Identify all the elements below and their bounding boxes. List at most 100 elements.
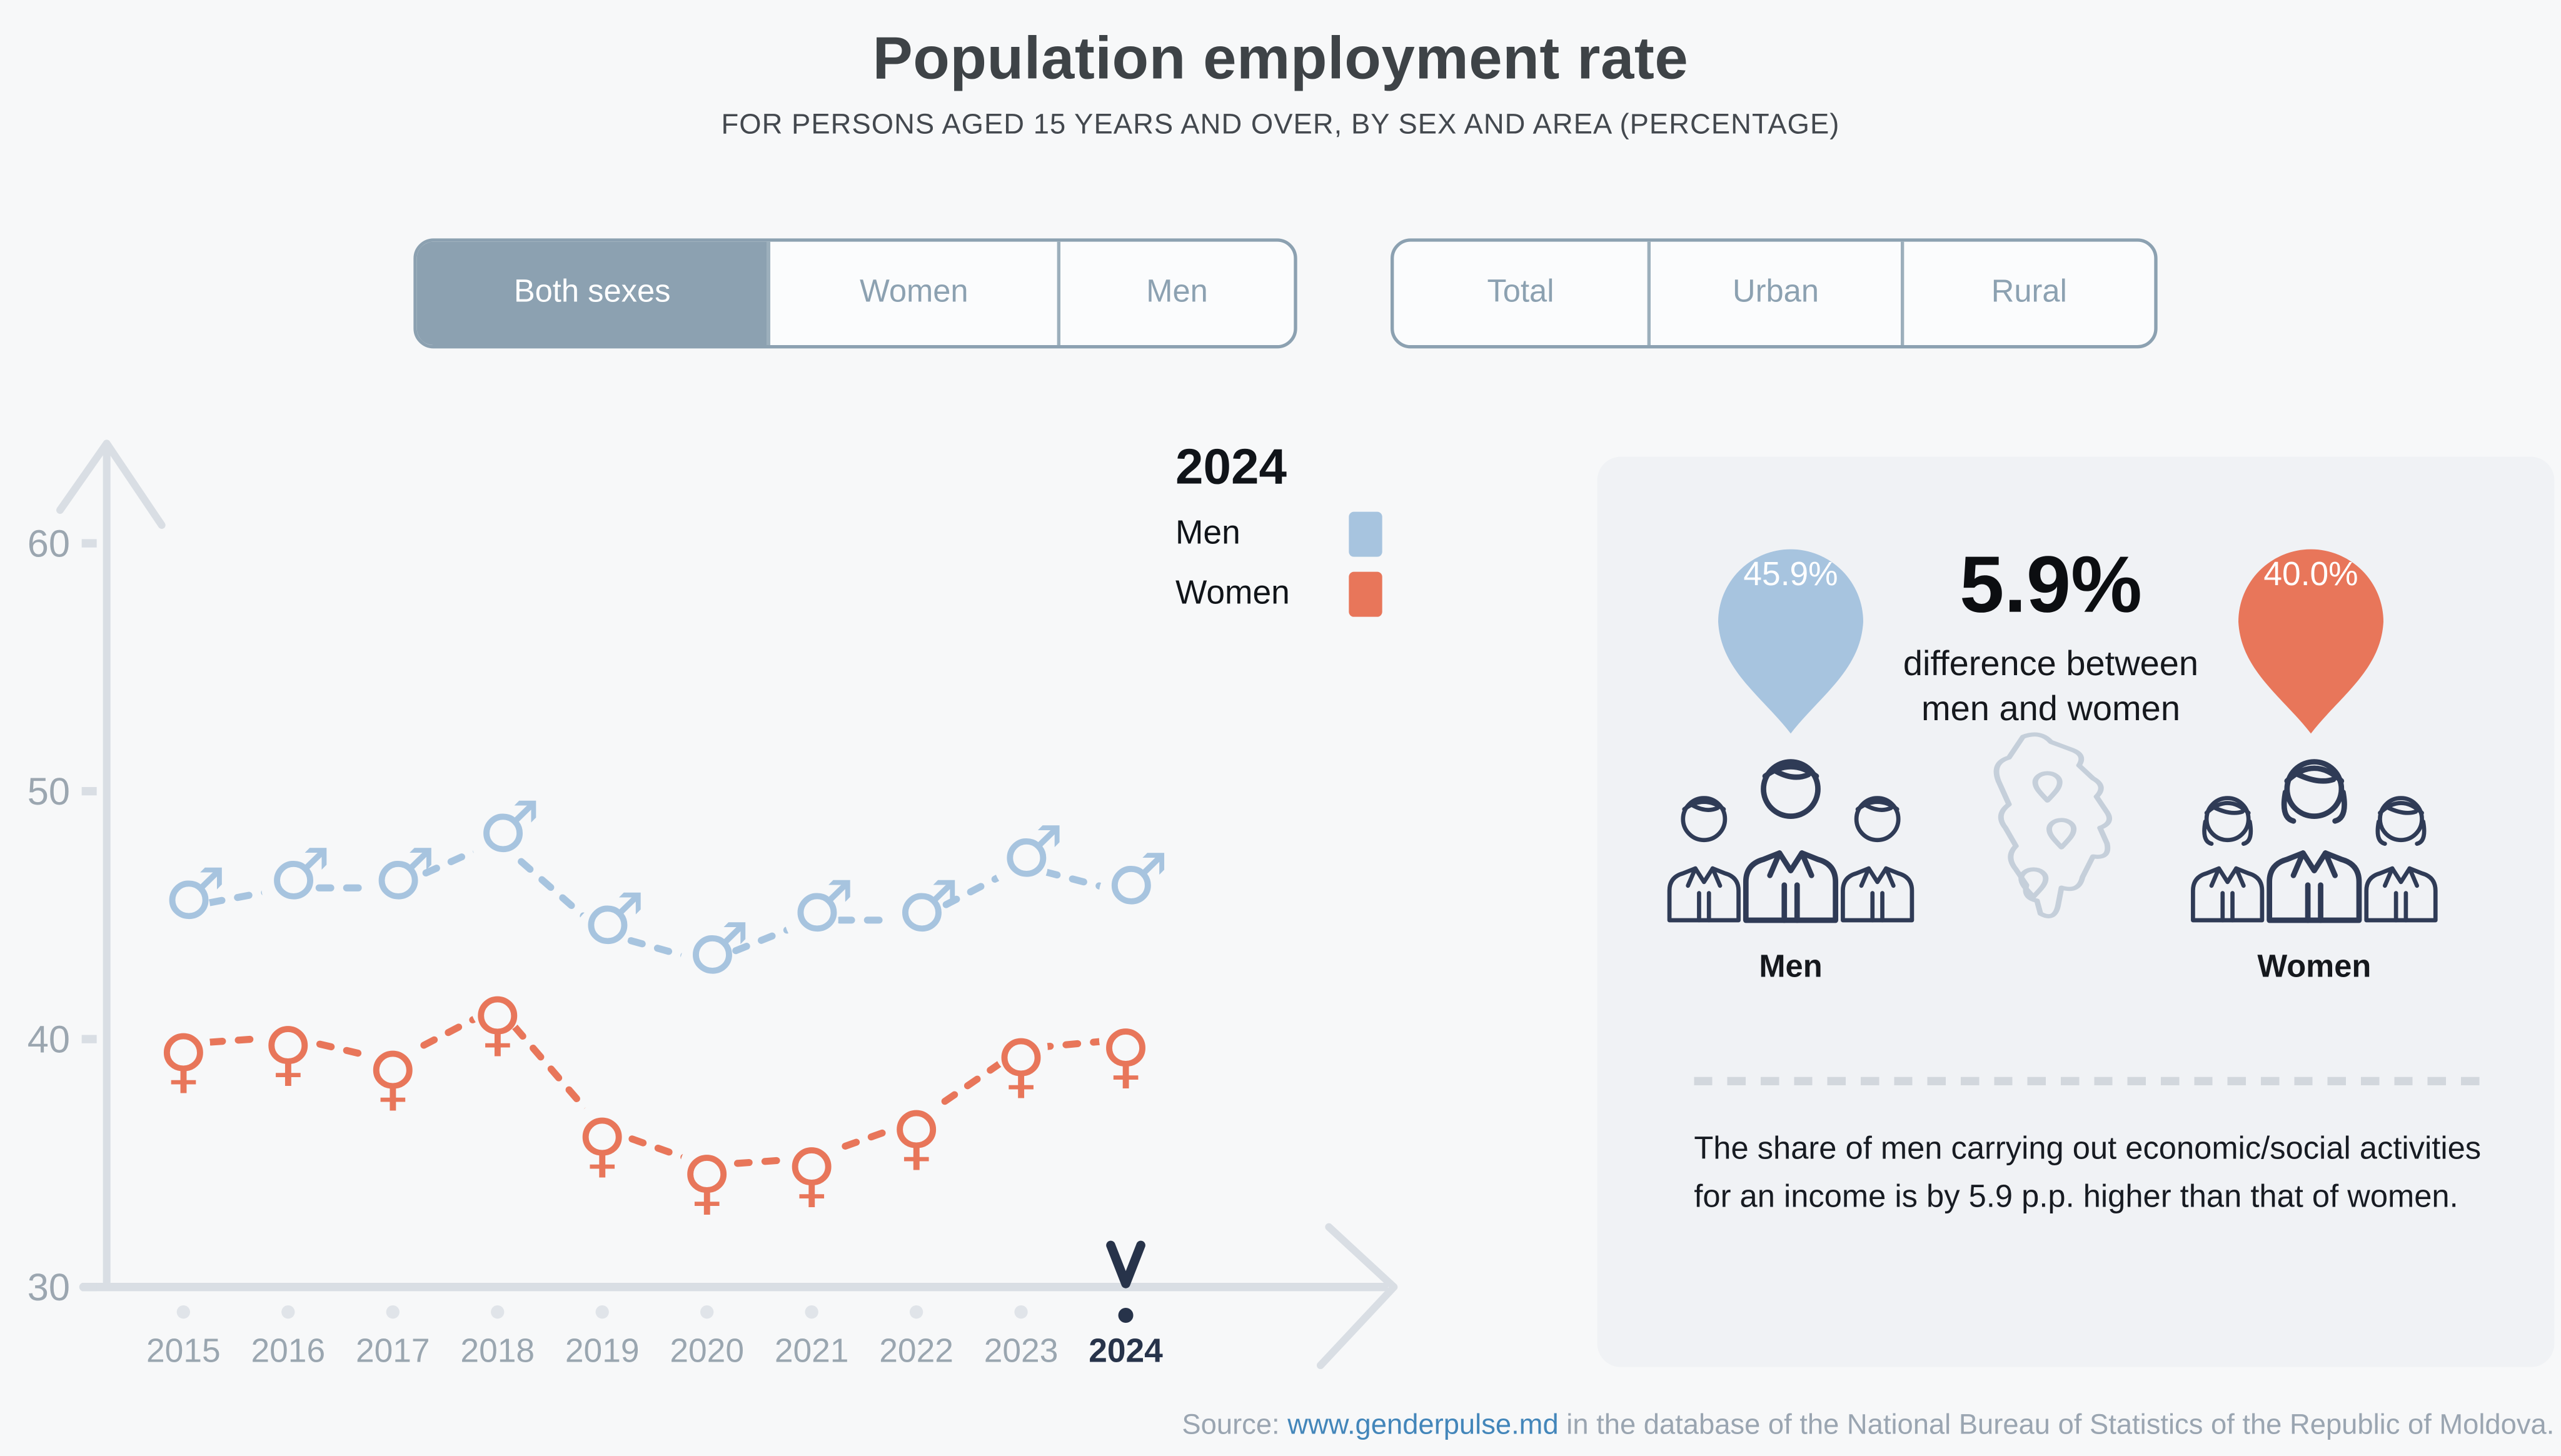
- x-tick-label-2019: 2019: [565, 1333, 640, 1370]
- map-pin-icon: [2032, 771, 2063, 803]
- area-toggle: Total Urban Rural: [1391, 238, 2158, 349]
- marker-female-2020: ♀: [682, 1142, 733, 1223]
- women-pin-value: 40.0%: [2263, 556, 2358, 594]
- source-link[interactable]: www.genderpulse.md: [1287, 1408, 1559, 1441]
- legend-swatch-men-icon: [1349, 511, 1382, 557]
- marker-halo: [889, 1094, 943, 1148]
- panel-description: The share of men carrying out economic/s…: [1694, 1132, 2482, 1215]
- marker-female-2021: ♀: [786, 1134, 837, 1215]
- year-dot-2020: [700, 1305, 714, 1319]
- marker-male-2019: ♂: [583, 878, 645, 960]
- sex-toggle-men[interactable]: Men: [1057, 241, 1294, 346]
- marker-male-2024: ♂: [1106, 839, 1169, 920]
- marker-halo: [366, 861, 420, 915]
- marker-halo: [889, 893, 943, 947]
- marker-halo: [366, 1035, 420, 1088]
- year-dot-2015: [176, 1305, 191, 1319]
- x-tick-label-2022: 2022: [879, 1333, 953, 1370]
- marker-female-2015: ♀: [158, 1020, 209, 1102]
- marker-female-2022: ♀: [891, 1097, 942, 1178]
- man-icon: [1743, 759, 1839, 923]
- marker-female-2016: ♀: [263, 1013, 314, 1094]
- women-group-label: Women: [2257, 950, 2372, 986]
- chart-legend: 2024 Men Women: [1175, 440, 1382, 617]
- difference-caption-line1: difference between: [1903, 645, 2199, 684]
- moldova-map-icon: [1993, 732, 2113, 918]
- marker-male-2018: ♂: [478, 787, 540, 868]
- year-dot-2018: [491, 1305, 505, 1319]
- map-pin-icon: [2018, 867, 2049, 899]
- marker-female-2023: ♀: [995, 1025, 1047, 1107]
- woman-icon: [2267, 759, 2362, 923]
- year-dot-2022: [909, 1305, 923, 1319]
- source-line: Source: www.genderpulse.md in the databa…: [1182, 1408, 2554, 1442]
- legend-label-women: Women: [1175, 575, 1290, 612]
- x-tick-label-2017: 2017: [356, 1333, 430, 1370]
- series-line-Women: [179, 1002, 1130, 1170]
- marker-halo: [785, 1131, 838, 1185]
- source-suffix: in the database of the National Bureau o…: [1558, 1408, 2555, 1441]
- legend-row-women: Women: [1175, 571, 1382, 617]
- header: Population employment rate FOR PERSONS A…: [0, 23, 2561, 141]
- year-dot-2017: [386, 1305, 400, 1319]
- marker-halo: [261, 1010, 315, 1063]
- woman-icon: [2364, 796, 2438, 923]
- sex-toggle-women[interactable]: Women: [767, 241, 1057, 346]
- x-tick-label-2021: 2021: [775, 1333, 849, 1370]
- legend-row-men: Men: [1175, 511, 1382, 557]
- marker-halo: [156, 1017, 211, 1071]
- marker-male-2023: ♂: [1002, 811, 1064, 893]
- summary-panel: 45.9% 40.0% 5.9% difference between men …: [1597, 456, 2555, 1367]
- map-pin-icon: [2046, 818, 2077, 850]
- marker-halo: [575, 905, 629, 960]
- marker-male-2017: ♂: [373, 834, 436, 915]
- y-tick-label: 40: [28, 1017, 70, 1060]
- marker-halo: [994, 838, 1048, 893]
- marker-halo: [471, 980, 525, 1034]
- marker-halo: [575, 1102, 629, 1155]
- page-subtitle: FOR PERSONS AGED 15 YEARS AND OVER, BY S…: [721, 108, 1840, 141]
- source-prefix: Source:: [1182, 1408, 1288, 1441]
- x-tick-label-2023: 2023: [984, 1333, 1059, 1370]
- marker-halo: [680, 1138, 734, 1193]
- marker-male-2022: ♂: [897, 866, 959, 947]
- marker-halo: [471, 814, 525, 868]
- sex-toggle-both-sexes[interactable]: Both sexes: [416, 241, 768, 346]
- legend-year: 2024: [1175, 440, 1287, 496]
- y-tick-label: 60: [28, 521, 70, 565]
- page-title: Population employment rate: [872, 23, 1689, 92]
- marker-male-2015: ♂: [164, 854, 226, 935]
- man-icon: [1841, 796, 1914, 923]
- marker-halo: [680, 935, 734, 989]
- women-pin-icon: [2238, 549, 2384, 734]
- marker-female-2018: ♀: [472, 983, 523, 1064]
- y-tick-label: 50: [28, 770, 70, 813]
- x-tick-label-2020: 2020: [670, 1333, 744, 1370]
- x-tick-label-2015: 2015: [146, 1333, 221, 1370]
- x-tick-label-2024: 2024: [1089, 1333, 1163, 1370]
- year-dot-2021: [805, 1305, 818, 1319]
- men-group-label: Men: [1759, 950, 1823, 986]
- y-tick-mark: [81, 539, 97, 548]
- marker-halo: [261, 861, 315, 915]
- year-cursor[interactable]: [1106, 1240, 1145, 1288]
- panel-icons: [1667, 732, 2438, 923]
- marker-halo: [994, 1022, 1048, 1076]
- year-cursor-dot[interactable]: [1118, 1308, 1134, 1323]
- dashed-divider: [1694, 1077, 2485, 1086]
- x-axis-arrow-icon: [1317, 1223, 1398, 1370]
- area-toggle-rural[interactable]: Rural: [1901, 241, 2154, 346]
- y-tick-mark: [81, 1283, 97, 1292]
- marker-female-2019: ♀: [576, 1105, 628, 1186]
- marker-halo: [156, 881, 211, 935]
- area-toggle-total[interactable]: Total: [1487, 275, 1554, 311]
- area-toggle-urban[interactable]: Urban: [1647, 241, 1901, 346]
- difference-block: 5.9% difference between men and women: [1834, 540, 2267, 733]
- sex-toggle: Both sexes Women Men: [413, 238, 1297, 349]
- legend-label-men: Men: [1175, 515, 1240, 552]
- marker-male-2020: ♂: [687, 908, 750, 990]
- year-dot-2023: [1014, 1305, 1028, 1319]
- difference-caption: difference between men and women: [1834, 642, 2267, 733]
